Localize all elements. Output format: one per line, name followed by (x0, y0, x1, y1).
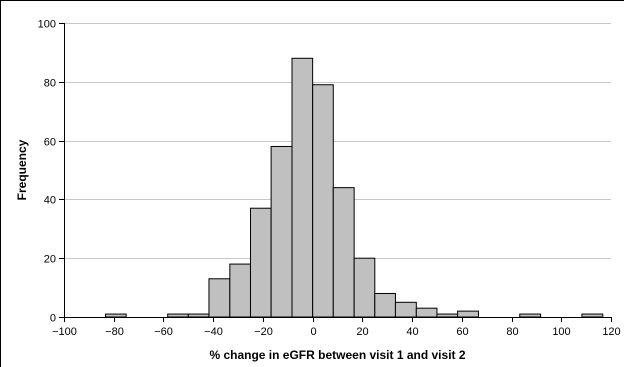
histogram-bar (167, 313, 189, 318)
x-tick-label: 40 (406, 326, 418, 338)
histogram-bar (374, 292, 396, 318)
histogram-bar (415, 307, 438, 318)
tick-labels: 0 20 40 60 80 100 −100 −80 −60 −40 −20 0 20 40 60 80 100… (38, 19, 621, 339)
histogram-bar (229, 263, 251, 318)
x-tick-label: −20 (254, 326, 273, 338)
histogram-bar (312, 84, 334, 318)
histogram-bar (270, 145, 293, 318)
x-tick-label: 60 (456, 326, 468, 338)
x-tick-label: −80 (105, 326, 124, 338)
histogram-bar (105, 313, 127, 318)
x-tick-label: 0 (310, 326, 316, 338)
x-tick-label: 100 (552, 326, 570, 338)
histogram-bar (353, 257, 376, 318)
x-tick-label: 80 (506, 326, 518, 338)
histogram-bar (291, 57, 314, 318)
histogram-bar (394, 301, 417, 318)
histogram-bar (249, 207, 272, 318)
x-axis-title: % change in eGFR between visit 1 and vis… (209, 348, 465, 362)
y-tick-label: 100 (38, 19, 56, 31)
histogram-bar (187, 313, 210, 318)
y-tick-label: 80 (44, 78, 56, 90)
x-tick-label: 120 (602, 326, 620, 338)
histogram-bar (457, 310, 479, 318)
x-tick-label: −100 (52, 326, 77, 338)
histogram-bar (332, 187, 355, 318)
histogram-bar (519, 313, 542, 318)
y-tick-label: 0 (50, 313, 56, 325)
y-tick-label: 60 (44, 137, 56, 149)
y-tick-label: 20 (44, 254, 56, 266)
y-axis-title: Frequency (15, 139, 29, 200)
bars (105, 57, 604, 318)
histogram-bar (436, 313, 459, 318)
y-tick-label: 40 (44, 195, 56, 207)
axes (59, 23, 612, 322)
x-tick-label: 20 (356, 326, 368, 338)
histogram-bar (581, 313, 604, 318)
histogram-bar (208, 278, 231, 318)
x-tick-label: −40 (204, 326, 223, 338)
x-tick-label: −60 (154, 326, 173, 338)
